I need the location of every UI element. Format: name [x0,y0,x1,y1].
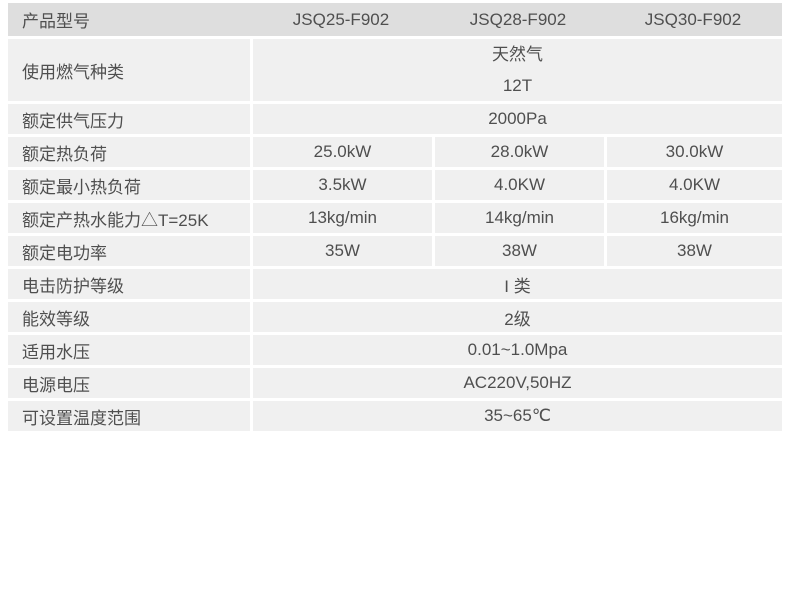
cell-value: 30.0kW [604,134,782,167]
row-label: 使用燃气种类 [8,36,250,101]
cell-value: 14kg/min [432,200,604,233]
header-product-model-label: 产品型号 [8,3,250,36]
merged-cell-energy-efficiency: 2级 [250,299,782,332]
row-water-pressure: 适用水压 0.01~1.0Mpa [8,332,782,365]
header-row: 产品型号 JSQ25-F902 JSQ28-F902 JSQ30-F902 [8,3,782,36]
row-label: 能效等级 [8,299,250,332]
gas-type-line1: 天然气 [492,45,543,64]
row-shock-protection-class: 电击防护等级 I 类 [8,266,782,299]
row-gas-type: 使用燃气种类 天然气 12T [8,36,782,101]
row-rated-electric-power: 额定电功率 35W 38W 38W [8,233,782,266]
row-label: 额定产热水能力△T=25K [8,200,250,233]
row-hot-water-capacity: 额定产热水能力△T=25K 13kg/min 14kg/min 16kg/min [8,200,782,233]
cell-value: 38W [604,233,782,266]
header-model-jsq25: JSQ25-F902 [250,3,432,36]
row-label: 电击防护等级 [8,266,250,299]
header-model-jsq30: JSQ30-F902 [604,3,782,36]
row-label: 适用水压 [8,332,250,365]
cell-value: 13kg/min [250,200,432,233]
merged-cell-gas-pressure: 2000Pa [250,101,782,134]
cell-value: 16kg/min [604,200,782,233]
merged-cell-water-pressure: 0.01~1.0Mpa [250,332,782,365]
cell-value: 25.0kW [250,134,432,167]
cell-value: 4.0KW [604,167,782,200]
merged-cell-power-voltage: AC220V,50HZ [250,365,782,398]
row-label: 额定电功率 [8,233,250,266]
row-label: 电源电压 [8,365,250,398]
row-label: 额定最小热负荷 [8,167,250,200]
cell-value: 28.0kW [432,134,604,167]
cell-value: 38W [432,233,604,266]
row-label: 额定热负荷 [8,134,250,167]
merged-cell-temperature-range: 35~65℃ [250,398,782,431]
gas-type-line2: 12T [502,76,533,95]
row-energy-efficiency: 能效等级 2级 [8,299,782,332]
row-power-voltage: 电源电压 AC220V,50HZ [8,365,782,398]
row-label: 可设置温度范围 [8,398,250,431]
row-gas-pressure: 额定供气压力 2000Pa [8,101,782,134]
header-model-jsq28: JSQ28-F902 [432,3,604,36]
row-rated-heat-load: 额定热负荷 25.0kW 28.0kW 30.0kW [8,134,782,167]
merged-cell-gas-type: 天然气 12T [250,36,782,101]
row-temperature-range: 可设置温度范围 35~65℃ [8,398,782,431]
product-spec-table: 产品型号 JSQ25-F902 JSQ28-F902 JSQ30-F902 使用… [8,3,782,431]
cell-value: 4.0KW [432,167,604,200]
merged-cell-shock-protection: I 类 [250,266,782,299]
cell-value: 35W [250,233,432,266]
row-label: 额定供气压力 [8,101,250,134]
cell-value: 3.5kW [250,167,432,200]
row-min-heat-load: 额定最小热负荷 3.5kW 4.0KW 4.0KW [8,167,782,200]
